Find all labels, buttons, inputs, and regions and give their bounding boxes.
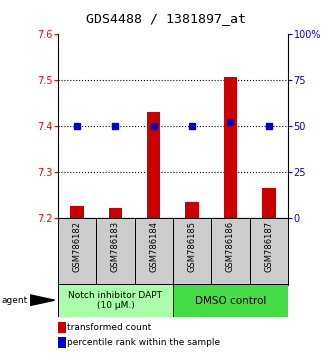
Text: Notch inhibitor DAPT
(10 μM.): Notch inhibitor DAPT (10 μM.) bbox=[69, 291, 163, 310]
Bar bbox=[58, 322, 66, 333]
Text: agent: agent bbox=[2, 296, 28, 305]
Bar bbox=[58, 284, 173, 317]
Bar bbox=[250, 218, 288, 285]
Text: GSM786187: GSM786187 bbox=[264, 221, 273, 272]
Bar bbox=[224, 77, 237, 218]
Bar bbox=[211, 218, 250, 285]
Bar bbox=[58, 218, 96, 285]
Bar bbox=[109, 207, 122, 218]
Text: percentile rank within the sample: percentile rank within the sample bbox=[67, 338, 220, 347]
Text: GSM786184: GSM786184 bbox=[149, 221, 158, 272]
Text: GSM786185: GSM786185 bbox=[188, 221, 197, 272]
Text: GDS4488 / 1381897_at: GDS4488 / 1381897_at bbox=[85, 12, 246, 25]
Bar bbox=[71, 206, 84, 218]
Text: GSM786182: GSM786182 bbox=[72, 221, 82, 272]
Text: transformed count: transformed count bbox=[67, 323, 151, 332]
Text: GSM786183: GSM786183 bbox=[111, 221, 120, 272]
Bar bbox=[185, 201, 199, 218]
Text: GSM786186: GSM786186 bbox=[226, 221, 235, 272]
Text: DMSO control: DMSO control bbox=[195, 296, 266, 306]
Bar bbox=[262, 188, 275, 218]
Bar bbox=[135, 218, 173, 285]
Bar bbox=[58, 337, 66, 348]
Bar bbox=[173, 218, 211, 285]
Bar bbox=[173, 284, 288, 317]
Polygon shape bbox=[30, 295, 55, 306]
Bar bbox=[96, 218, 135, 285]
Bar bbox=[147, 112, 161, 218]
